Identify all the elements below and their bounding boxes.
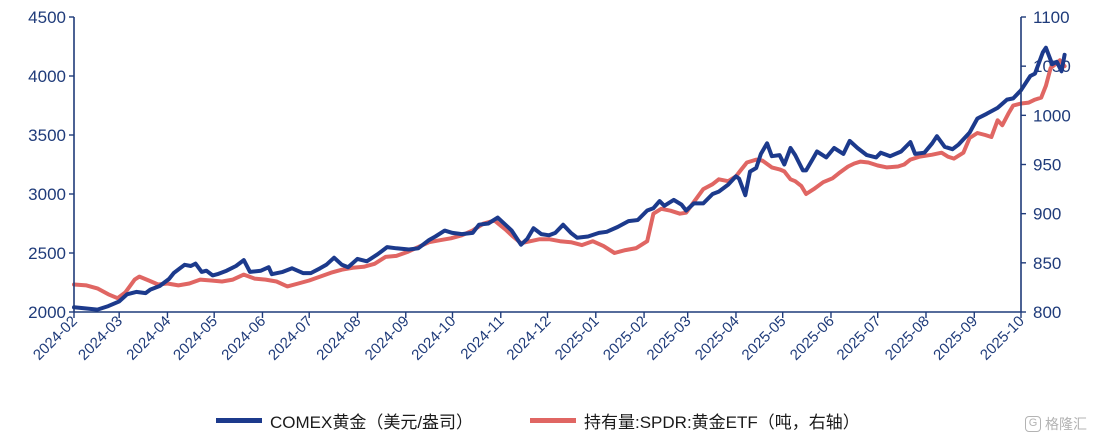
x-tick-label: 2024-10: [408, 313, 459, 364]
left-tick-label: 3000: [28, 185, 66, 204]
left-tick-label: 2000: [28, 303, 66, 322]
left-axis-ticks: 2000 2500 3000 3500 4000 4500: [28, 8, 66, 322]
series-line-spdr-holdings: [72, 58, 1067, 301]
x-tick-label: 2024-05: [170, 313, 221, 364]
x-tick-label: 2025-08: [882, 313, 933, 364]
legend-item-spdr-holdings: 持有量:SPDR:黄金ETF（吨，右轴）: [530, 404, 860, 436]
x-tick-label: 2025-10: [977, 313, 1028, 364]
legend-label-spdr-holdings: 持有量:SPDR:黄金ETF（吨，右轴）: [584, 412, 860, 432]
x-tick-label: 2025-04: [692, 313, 743, 364]
watermark: G 格隆汇: [1025, 414, 1087, 434]
x-tick-label: 2025-05: [739, 313, 790, 364]
x-tick-label: 2024-11: [457, 313, 507, 363]
watermark-text: 格隆汇: [1045, 416, 1087, 432]
x-tick-label: 2024-06: [218, 313, 269, 364]
axes: [69, 16, 1026, 313]
x-tick-label: 2024-08: [313, 313, 364, 364]
right-tick-label: 800: [1033, 303, 1061, 322]
g-logo-icon: G: [1025, 416, 1041, 432]
x-tick-label: 2025-07: [834, 313, 885, 364]
x-tick-label: 2024-07: [265, 313, 316, 364]
left-tick-label: 4500: [28, 8, 66, 27]
left-tick-label: 4000: [28, 67, 66, 86]
x-tick-label: 2024-03: [75, 313, 126, 364]
x-tick-label: 2025-03: [644, 313, 695, 364]
x-tick-label: 2025-06: [787, 313, 838, 364]
series-line-comex-gold: [72, 45, 1067, 312]
x-tick-label: 2025-01: [552, 313, 603, 364]
x-tick-label: 2025-02: [600, 313, 651, 364]
right-tick-label: 1100: [1033, 8, 1070, 27]
legend: COMEX黄金（美元/盎司） 持有量:SPDR:黄金ETF（吨，右轴）: [0, 404, 1099, 436]
left-tick-label: 2500: [28, 244, 66, 263]
x-tick-label: 2024-04: [123, 313, 174, 364]
x-axis-ticks: 2024-022024-032024-042024-052024-062024-…: [30, 312, 1028, 364]
right-tick-label: 850: [1033, 254, 1061, 273]
legend-label-comex-gold: COMEX黄金（美元/盎司）: [270, 412, 474, 432]
legend-swatch-spdr-holdings: [530, 417, 576, 423]
right-tick-label: 950: [1033, 156, 1061, 175]
chart: 2000 2500 3000 3500 4000 4500 800 850 900 950 100…: [28, 8, 1071, 364]
series-lines: [72, 45, 1067, 312]
legend-item-comex-gold: COMEX黄金（美元/盎司）: [216, 404, 473, 436]
legend-swatch-comex-gold: [216, 417, 262, 423]
x-tick-label: 2024-12: [503, 313, 554, 364]
x-tick-label: 2024-09: [362, 313, 413, 364]
right-tick-label: 1000: [1033, 106, 1071, 125]
left-tick-label: 3500: [28, 126, 66, 145]
right-tick-label: 900: [1033, 205, 1061, 224]
x-tick-label: 2025-09: [930, 313, 981, 364]
